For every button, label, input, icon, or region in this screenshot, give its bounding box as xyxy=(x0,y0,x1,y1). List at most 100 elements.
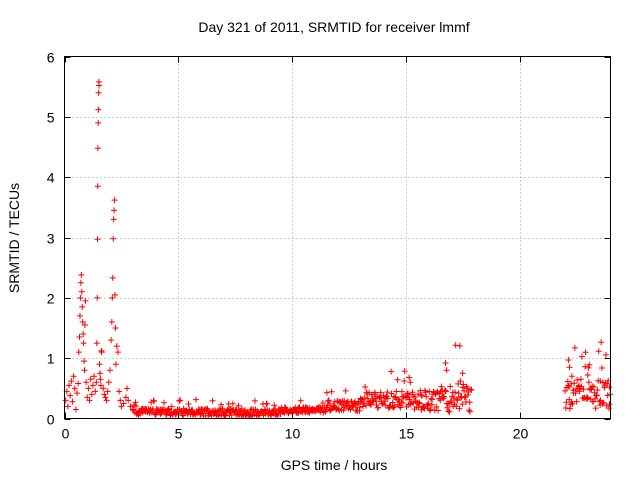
data-point xyxy=(109,274,116,281)
data-point xyxy=(100,385,107,392)
data-point xyxy=(71,385,78,392)
data-point xyxy=(297,397,304,404)
data-point xyxy=(377,389,384,396)
data-point xyxy=(110,235,117,242)
data-point xyxy=(602,351,609,358)
y-tick-label: 5 xyxy=(47,110,55,126)
data-point xyxy=(571,380,578,387)
data-point xyxy=(102,394,109,401)
data-point xyxy=(261,406,268,413)
data-point xyxy=(83,379,90,386)
chart-title: Day 321 of 2011, SRMTID for receiver lmm… xyxy=(198,19,469,35)
data-point xyxy=(565,383,572,390)
x-tick-label: 10 xyxy=(285,426,301,442)
data-point xyxy=(403,394,410,401)
data-point xyxy=(393,388,400,395)
data-point xyxy=(222,412,229,419)
data-point xyxy=(584,372,591,379)
data-point xyxy=(75,349,82,356)
data-point xyxy=(409,389,416,396)
data-point xyxy=(94,145,101,152)
y-tick-label: 6 xyxy=(47,50,55,66)
data-point xyxy=(423,393,430,400)
data-point xyxy=(425,400,432,407)
data-point xyxy=(85,385,92,392)
data-point xyxy=(371,389,378,396)
data-point xyxy=(112,361,119,368)
data-point xyxy=(416,400,423,407)
data-point xyxy=(80,331,87,338)
data-point xyxy=(467,408,474,415)
data-point xyxy=(444,404,451,411)
data-point xyxy=(158,410,165,417)
data-point xyxy=(562,387,569,394)
data-point xyxy=(580,386,587,393)
data-point xyxy=(590,383,597,390)
data-point xyxy=(88,391,95,398)
data-point xyxy=(114,349,121,356)
data-point xyxy=(84,394,91,401)
data-point xyxy=(566,405,573,412)
data-point xyxy=(362,383,369,390)
data-point xyxy=(93,340,100,347)
data-point xyxy=(120,400,127,407)
y-tick-label: 0 xyxy=(47,412,55,428)
data-point xyxy=(151,398,158,405)
data-point xyxy=(112,291,119,298)
data-point xyxy=(264,400,271,407)
data-point xyxy=(442,388,449,395)
data-point xyxy=(122,394,129,401)
data-point xyxy=(401,377,408,384)
data-point xyxy=(93,379,100,386)
data-point xyxy=(394,376,401,383)
data-point xyxy=(165,405,172,412)
data-point xyxy=(133,403,140,410)
data-point xyxy=(586,361,593,368)
data-point xyxy=(562,405,569,412)
data-point xyxy=(94,236,101,243)
data-point xyxy=(571,344,578,351)
data-point xyxy=(460,381,467,388)
data-point xyxy=(271,402,278,409)
data-point xyxy=(384,389,391,396)
data-point xyxy=(118,403,125,410)
x-tick-label: 20 xyxy=(513,426,529,442)
y-axis-ticks: 0 1 2 3 4 5 6 xyxy=(47,50,611,428)
data-point xyxy=(455,390,462,397)
data-point xyxy=(319,400,326,407)
data-point xyxy=(576,388,583,395)
data-point xyxy=(566,364,573,371)
data-point xyxy=(447,398,454,405)
data-point xyxy=(178,409,185,416)
data-point xyxy=(340,407,347,414)
y-tick-label: 1 xyxy=(47,351,55,367)
data-point xyxy=(251,397,258,404)
data-point xyxy=(574,377,581,384)
x-axis-label: GPS time / hours xyxy=(281,457,388,473)
data-point xyxy=(79,303,86,310)
data-point xyxy=(97,376,104,383)
data-point xyxy=(459,384,466,391)
data-point xyxy=(215,412,222,419)
data-point xyxy=(563,399,570,406)
data-point xyxy=(604,380,611,387)
data-point xyxy=(569,400,576,407)
data-point xyxy=(600,399,607,406)
data-point xyxy=(109,294,116,301)
data-point xyxy=(342,387,349,394)
data-point xyxy=(79,318,86,325)
data-point xyxy=(323,389,330,396)
data-point xyxy=(594,387,601,394)
data-point xyxy=(96,82,103,89)
data-point xyxy=(582,349,589,356)
data-point xyxy=(105,379,112,386)
data-point xyxy=(406,374,413,381)
data-point xyxy=(604,392,611,399)
data-point xyxy=(435,407,442,414)
data-point xyxy=(443,367,450,374)
data-point xyxy=(362,402,369,409)
data-point xyxy=(578,353,585,360)
y-axis-label: SRMTID / TECUs xyxy=(6,183,22,293)
data-point xyxy=(101,391,108,398)
data-point xyxy=(113,343,120,350)
